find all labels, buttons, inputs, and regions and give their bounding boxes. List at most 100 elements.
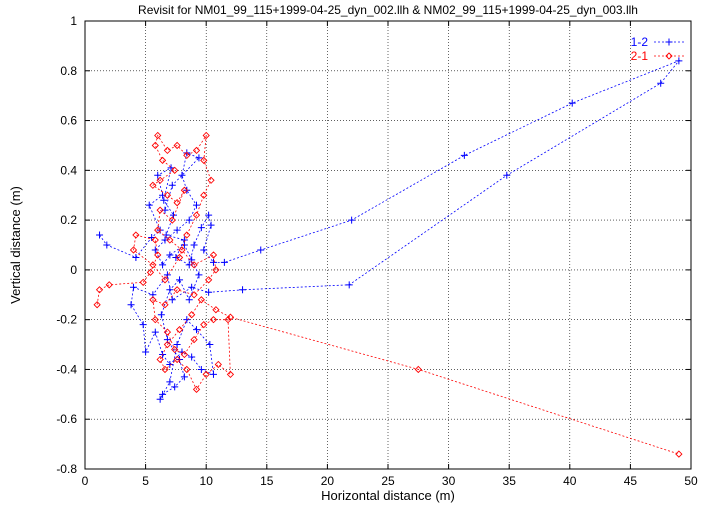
data-point xyxy=(190,335,198,344)
data-point xyxy=(166,378,174,386)
data-point xyxy=(127,301,135,309)
data-point xyxy=(159,261,167,269)
data-point xyxy=(142,348,150,356)
x-axis-title: Horizontal distance (m) xyxy=(321,488,455,503)
data-point xyxy=(212,306,220,314)
data-point xyxy=(207,221,215,229)
data-point xyxy=(166,286,174,294)
data-point xyxy=(180,186,189,194)
data-point xyxy=(224,316,232,324)
legend-marker xyxy=(665,52,673,60)
y-tick-label: -0.2 xyxy=(56,313,77,327)
data-point xyxy=(239,286,247,294)
data-point xyxy=(190,241,198,249)
x-tick-label: 30 xyxy=(442,474,456,488)
data-point xyxy=(205,288,213,296)
data-point xyxy=(156,176,164,184)
data-point xyxy=(151,236,159,244)
data-point xyxy=(163,191,172,199)
data-point xyxy=(226,370,235,379)
x-tick-label: 5 xyxy=(142,474,149,488)
data-point xyxy=(151,246,159,254)
y-tick-label: 0 xyxy=(70,263,77,277)
data-point xyxy=(151,316,159,324)
data-point xyxy=(166,251,174,259)
data-point xyxy=(188,353,196,361)
data-point xyxy=(204,276,213,284)
data-point xyxy=(132,253,140,261)
data-point xyxy=(193,326,201,334)
x-tick-label: 45 xyxy=(624,474,638,488)
data-point xyxy=(226,313,235,321)
data-point xyxy=(132,231,140,239)
data-point xyxy=(195,271,203,279)
data-point xyxy=(161,365,169,374)
data-point xyxy=(166,360,174,368)
data-point xyxy=(175,325,184,334)
data-point xyxy=(220,258,228,266)
data-point xyxy=(154,171,162,179)
data-point xyxy=(163,340,172,349)
data-point xyxy=(568,99,576,107)
data-point xyxy=(161,276,169,284)
x-tick-label: 50 xyxy=(684,474,698,488)
data-point xyxy=(168,216,176,224)
chart-title: Revisit for NM01_99_115+1999-04-25_dyn_0… xyxy=(138,3,638,17)
data-point xyxy=(178,246,186,254)
x-tick-label: 10 xyxy=(200,474,214,488)
y-tick-label: -0.4 xyxy=(56,362,77,376)
y-tick-label: 0.6 xyxy=(60,114,77,128)
data-point xyxy=(171,166,179,174)
data-point xyxy=(156,206,164,214)
data-point xyxy=(460,151,468,159)
data-point xyxy=(157,311,165,319)
data-point xyxy=(178,171,186,179)
series-2-1 xyxy=(93,131,683,458)
data-point xyxy=(154,131,162,140)
data-point xyxy=(149,181,157,189)
data-point xyxy=(163,271,171,279)
legend-marker xyxy=(665,38,673,46)
data-point xyxy=(197,224,205,232)
data-point xyxy=(192,146,201,155)
data-point xyxy=(503,171,511,179)
data-point xyxy=(195,154,203,162)
data-point xyxy=(168,181,176,189)
data-point xyxy=(176,276,184,284)
grid-layer xyxy=(85,21,691,469)
data-point xyxy=(173,199,181,207)
data-point xyxy=(675,57,683,65)
x-tick-label: 25 xyxy=(381,474,395,488)
data-point xyxy=(175,253,184,262)
data-point xyxy=(172,253,180,261)
data-point xyxy=(173,341,181,349)
data-point xyxy=(209,258,217,266)
series-layer xyxy=(93,57,683,458)
y-tick-label: 0.8 xyxy=(60,64,77,78)
data-point xyxy=(214,360,222,369)
data-point xyxy=(156,395,164,403)
data-point xyxy=(190,261,198,269)
x-tick-label: 35 xyxy=(503,474,517,488)
data-point xyxy=(180,241,188,249)
data-point xyxy=(193,201,201,209)
data-point xyxy=(197,296,205,304)
y-tick-label: 0.2 xyxy=(60,213,77,227)
data-point xyxy=(202,370,210,379)
data-point xyxy=(209,370,217,378)
data-point xyxy=(154,226,162,234)
data-point xyxy=(171,345,179,354)
y-tick-label: 1 xyxy=(70,14,77,28)
data-point xyxy=(168,296,176,304)
data-point xyxy=(151,141,159,150)
data-point xyxy=(173,226,181,234)
data-point xyxy=(148,234,156,242)
x-tick-label: 15 xyxy=(260,474,274,488)
data-point xyxy=(205,211,213,219)
data-point xyxy=(202,131,210,140)
y-tick-label: -0.6 xyxy=(56,412,77,426)
data-point xyxy=(173,355,181,364)
data-point xyxy=(183,316,191,324)
data-point xyxy=(257,246,265,254)
